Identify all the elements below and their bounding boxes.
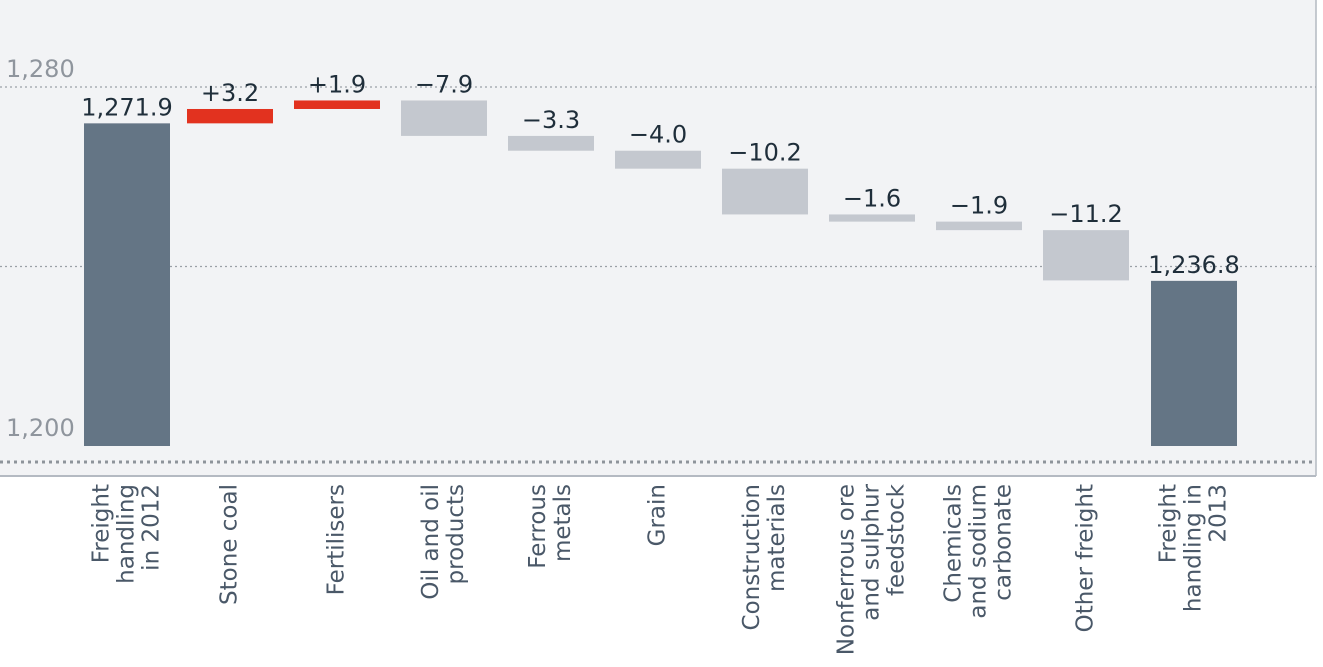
data-label-7: −1.6 [843,184,901,212]
bar-6 [722,168,808,215]
category-label-8-line-0: Chemicals [941,484,967,603]
category-label-5-line-0: Grain [645,484,671,546]
category-label-4-line-0: Ferrous [525,484,551,569]
data-label-2: +1.9 [308,70,366,98]
category-label-3-line-1: products [443,484,469,584]
category-label-8-line-2: carbonate [991,484,1017,601]
category-label-0-line-2: in 2012 [139,484,165,571]
category-label-7-line-1: and sulphur [859,483,885,620]
bar-9 [1043,230,1129,281]
category-label-0-line-1: handling [114,484,140,584]
data-label-9: −11.2 [1049,200,1123,228]
data-label-1: +3.2 [201,79,259,107]
bar-5 [615,150,701,169]
bar-1 [187,108,273,124]
data-label-5: −4.0 [629,121,687,149]
bar-0 [84,123,170,446]
category-label-2-line-0: Fertilisers [324,484,350,595]
category-label-4-line-1: metals [550,484,576,562]
bar-3 [401,100,487,136]
bar-2 [294,100,380,109]
y-tick-label-1200: 1,200 [6,414,75,442]
category-label-10-line-2: 2013 [1206,484,1232,543]
category-label-8-line-1: and sodium [966,484,992,619]
bar-7 [829,214,915,222]
category-label-7-line-2: feedstock [884,483,910,596]
data-label-4: −3.3 [522,106,580,134]
category-label-9-line-0: Other freight [1073,484,1099,632]
data-label-0: 1,271.9 [81,93,173,121]
category-label-6-line-1: materials [764,484,790,592]
bar-8 [936,221,1022,231]
data-label-6: −10.2 [728,139,802,167]
category-label-1-line-0: Stone coal [217,484,243,605]
category-label-7-line-0: Nonferrous ore [834,484,860,655]
data-label-3: −7.9 [415,70,473,98]
bar-4 [508,135,594,151]
data-label-8: −1.9 [950,192,1008,220]
category-label-0-line-0: Freight [89,484,115,563]
data-label-10: 1,236.8 [1148,251,1240,279]
category-label-6-line-0: Construction [739,484,765,630]
category-label-10-line-1: handling in [1181,484,1207,612]
category-label-3-line-0: Oil and oil [418,484,444,600]
bar-10 [1151,280,1237,446]
y-tick-label-1280: 1,280 [6,55,75,83]
category-label-10-line-0: Freight [1156,484,1182,563]
